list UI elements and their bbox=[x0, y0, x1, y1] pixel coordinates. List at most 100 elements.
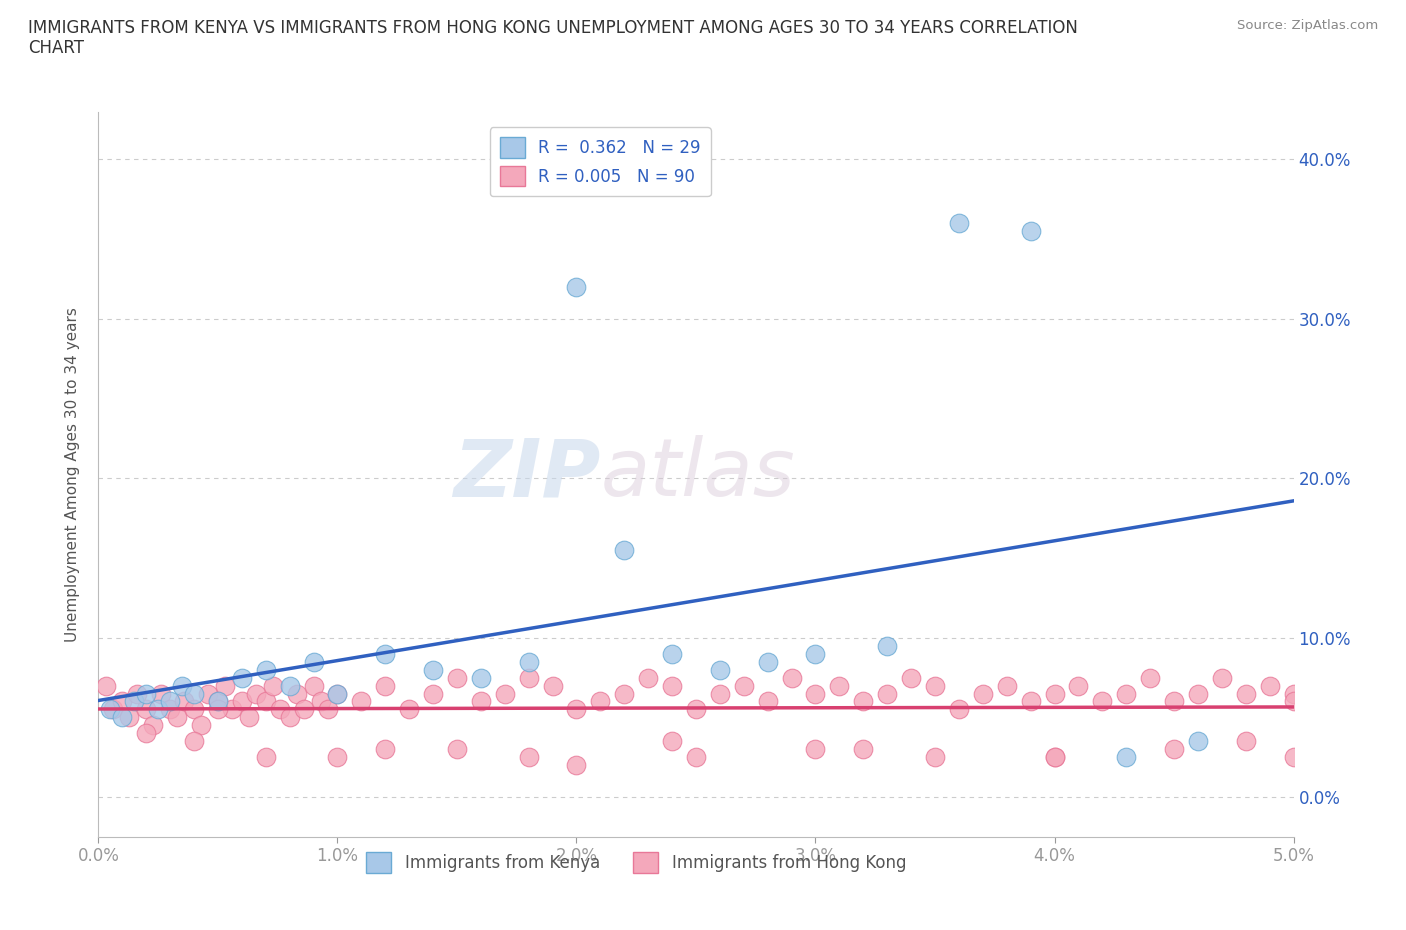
Point bbox=[350, 694, 373, 709]
Point bbox=[613, 542, 636, 557]
Point bbox=[876, 638, 898, 653]
Point bbox=[166, 710, 188, 724]
Point bbox=[541, 678, 564, 693]
Point bbox=[1282, 694, 1305, 709]
Point bbox=[221, 702, 243, 717]
Point bbox=[804, 742, 827, 757]
Point bbox=[159, 702, 181, 717]
Point bbox=[98, 702, 122, 717]
Point bbox=[517, 671, 540, 685]
Point bbox=[446, 671, 468, 685]
Point bbox=[948, 702, 970, 717]
Point bbox=[637, 671, 659, 685]
Point bbox=[446, 742, 468, 757]
Point bbox=[1282, 750, 1305, 764]
Point bbox=[1043, 686, 1066, 701]
Point bbox=[254, 750, 277, 764]
Point bbox=[238, 710, 260, 724]
Point bbox=[685, 702, 707, 717]
Point bbox=[1115, 686, 1137, 701]
Point bbox=[1211, 671, 1233, 685]
Point bbox=[183, 702, 205, 717]
Point bbox=[972, 686, 994, 701]
Point bbox=[302, 654, 325, 669]
Point bbox=[1019, 224, 1042, 239]
Point bbox=[1115, 750, 1137, 764]
Point bbox=[517, 750, 540, 764]
Point bbox=[565, 758, 588, 773]
Point bbox=[1163, 742, 1185, 757]
Text: ZIP: ZIP bbox=[453, 435, 600, 513]
Point bbox=[326, 686, 349, 701]
Point bbox=[517, 654, 540, 669]
Point bbox=[685, 750, 707, 764]
Point bbox=[1187, 734, 1209, 749]
Point bbox=[94, 678, 117, 693]
Point bbox=[148, 702, 170, 717]
Point bbox=[1043, 750, 1066, 764]
Point bbox=[613, 686, 636, 701]
Point bbox=[494, 686, 516, 701]
Point bbox=[422, 686, 444, 701]
Point bbox=[292, 702, 315, 717]
Point bbox=[197, 686, 219, 701]
Point bbox=[285, 686, 308, 701]
Point bbox=[125, 686, 148, 701]
Point bbox=[1282, 686, 1305, 701]
Point bbox=[245, 686, 267, 701]
Point bbox=[183, 686, 205, 701]
Point bbox=[661, 646, 683, 661]
Point bbox=[135, 686, 157, 701]
Point bbox=[269, 702, 291, 717]
Point bbox=[924, 678, 946, 693]
Point bbox=[149, 686, 172, 701]
Point bbox=[172, 678, 194, 693]
Point bbox=[804, 646, 827, 661]
Legend: Immigrants from Kenya, Immigrants from Hong Kong: Immigrants from Kenya, Immigrants from H… bbox=[360, 845, 912, 880]
Point bbox=[1163, 694, 1185, 709]
Point bbox=[374, 678, 396, 693]
Point bbox=[1234, 734, 1257, 749]
Point bbox=[231, 694, 253, 709]
Point bbox=[828, 678, 851, 693]
Point bbox=[207, 694, 229, 709]
Point bbox=[756, 694, 779, 709]
Point bbox=[207, 702, 229, 717]
Point bbox=[262, 678, 284, 693]
Point bbox=[159, 694, 181, 709]
Point bbox=[900, 671, 922, 685]
Point bbox=[111, 694, 134, 709]
Point bbox=[207, 694, 229, 709]
Point bbox=[190, 718, 212, 733]
Point bbox=[1067, 678, 1090, 693]
Point bbox=[111, 710, 134, 724]
Point bbox=[780, 671, 803, 685]
Point bbox=[876, 686, 898, 701]
Point bbox=[326, 750, 349, 764]
Point bbox=[183, 734, 205, 749]
Text: atlas: atlas bbox=[600, 435, 796, 513]
Point bbox=[924, 750, 946, 764]
Y-axis label: Unemployment Among Ages 30 to 34 years: Unemployment Among Ages 30 to 34 years bbox=[65, 307, 80, 642]
Point bbox=[309, 694, 332, 709]
Point bbox=[135, 702, 157, 717]
Point bbox=[422, 662, 444, 677]
Point bbox=[470, 671, 492, 685]
Point bbox=[661, 734, 683, 749]
Point bbox=[398, 702, 420, 717]
Point bbox=[852, 742, 875, 757]
Point bbox=[756, 654, 779, 669]
Point bbox=[1019, 694, 1042, 709]
Point bbox=[948, 216, 970, 231]
Point bbox=[709, 662, 731, 677]
Text: IMMIGRANTS FROM KENYA VS IMMIGRANTS FROM HONG KONG UNEMPLOYMENT AMONG AGES 30 TO: IMMIGRANTS FROM KENYA VS IMMIGRANTS FROM… bbox=[28, 19, 1078, 58]
Point bbox=[733, 678, 755, 693]
Point bbox=[661, 678, 683, 693]
Point bbox=[565, 702, 588, 717]
Point bbox=[135, 726, 157, 741]
Point bbox=[254, 662, 277, 677]
Point bbox=[316, 702, 339, 717]
Point bbox=[1234, 686, 1257, 701]
Point bbox=[1139, 671, 1161, 685]
Text: Source: ZipAtlas.com: Source: ZipAtlas.com bbox=[1237, 19, 1378, 32]
